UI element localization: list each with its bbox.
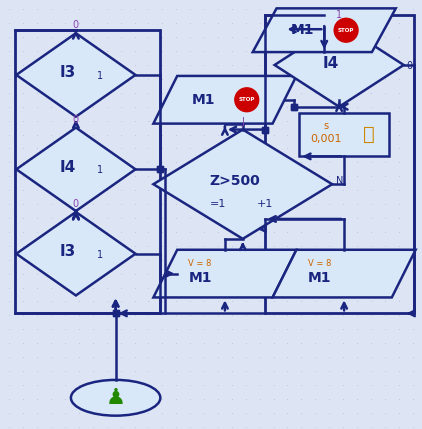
Text: N: N [336, 176, 344, 186]
Text: =1: =1 [210, 199, 226, 209]
Polygon shape [153, 250, 296, 297]
Text: M1: M1 [191, 93, 215, 107]
Text: M1: M1 [188, 271, 212, 284]
Circle shape [334, 18, 358, 42]
Polygon shape [16, 127, 135, 211]
Bar [15, 30, 160, 313]
Bar [300, 113, 389, 157]
Bar [265, 15, 414, 313]
Text: I4: I4 [60, 160, 76, 175]
Text: 0: 0 [73, 199, 79, 209]
Text: STOP: STOP [338, 28, 354, 33]
Text: 1: 1 [336, 10, 342, 20]
Ellipse shape [71, 380, 160, 416]
Polygon shape [16, 33, 135, 117]
Text: I4: I4 [323, 55, 339, 70]
Text: 0: 0 [73, 115, 79, 125]
Text: I3: I3 [60, 244, 76, 259]
Polygon shape [16, 212, 135, 296]
Text: 0: 0 [73, 20, 79, 30]
Circle shape [235, 88, 259, 112]
Text: ♟: ♟ [106, 388, 126, 408]
Text: 0: 0 [407, 61, 413, 71]
Text: 1: 1 [97, 250, 103, 260]
Text: 1: 1 [97, 165, 103, 175]
Text: V = 8: V = 8 [308, 259, 331, 268]
Text: M1: M1 [308, 271, 331, 284]
Text: Z>500: Z>500 [209, 174, 260, 188]
Text: STOP: STOP [238, 97, 255, 102]
Polygon shape [253, 9, 396, 52]
Polygon shape [153, 130, 332, 239]
Text: ⧗: ⧗ [363, 125, 375, 144]
Text: M1: M1 [291, 23, 314, 37]
Text: +1: +1 [257, 199, 273, 209]
Polygon shape [153, 76, 296, 124]
Text: s: s [324, 121, 329, 130]
Text: V = 8: V = 8 [188, 259, 212, 268]
Text: J: J [241, 117, 244, 127]
Text: 0,001: 0,001 [311, 135, 342, 145]
Text: I3: I3 [60, 66, 76, 81]
Polygon shape [275, 23, 404, 107]
Text: 1: 1 [97, 71, 103, 81]
Polygon shape [273, 250, 416, 297]
